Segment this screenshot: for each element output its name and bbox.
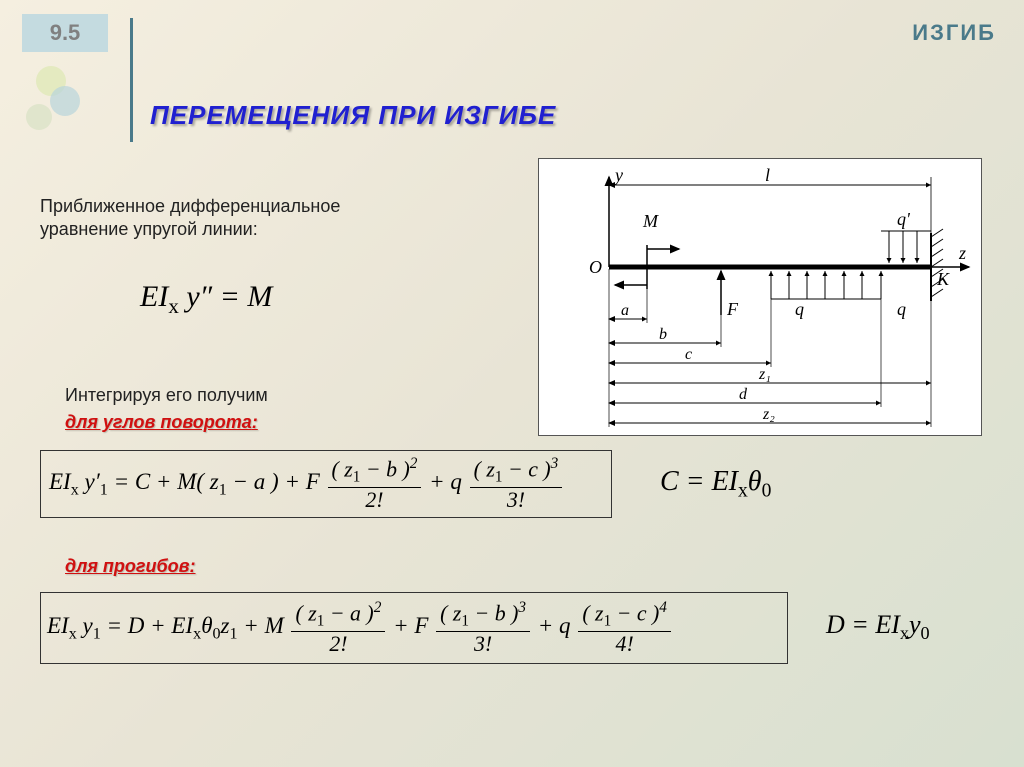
main-equation: EIx y″ = M [140, 280, 272, 319]
beam-diagram: y z O К M F q q [538, 158, 982, 436]
header-category: ИЗГИБ [912, 20, 996, 46]
rotation-equation: EIx y′1 = C + M( z1 − a ) + F ( z1 − b )… [49, 455, 564, 513]
force-label: F [726, 299, 739, 319]
intro-line: уравнение упругой линии: [40, 218, 340, 241]
beam-svg: y z O К M F q q [539, 159, 983, 437]
b-label: b [659, 326, 667, 343]
constant-c-equation: C = EIxθ0 [660, 466, 771, 503]
y-axis-label: y [613, 165, 623, 185]
z-axis-label: z [958, 243, 966, 263]
l-label: l [765, 165, 770, 185]
rotation-equation-box: EIx y′1 = C + M( z1 − a ) + F ( z1 − b )… [40, 450, 612, 518]
origin-label: O [589, 257, 602, 277]
slide-title: ПЕРЕМЕЩЕНИЯ ПРИ ИЗГИБЕ [150, 100, 556, 131]
constant-d-equation: D = EIxy0 [826, 610, 930, 644]
rotation-label: для углов поворота: [65, 412, 258, 433]
c-label: c [685, 346, 692, 363]
vertical-divider [130, 18, 133, 142]
z1-label: z₁ [758, 366, 771, 383]
deflection-label: для прогибов: [65, 556, 196, 577]
q-label: q [795, 299, 804, 319]
integrate-text: Интегрируя его получим [65, 385, 268, 406]
dot-decoration [26, 104, 52, 130]
d-label: d [739, 386, 748, 403]
q-prime-label: q' [897, 209, 911, 229]
deflection-equation: EIx y1 = D + EIxθ0z1 + M ( z1 − a )22! +… [47, 599, 673, 657]
z2-label: z₂ [762, 406, 775, 423]
a-label: a [621, 302, 629, 319]
dot-decoration [50, 86, 80, 116]
q-label2: q [897, 299, 906, 319]
deflection-equation-box: EIx y1 = D + EIxθ0z1 + M ( z1 − a )22! +… [40, 592, 788, 664]
section-number-badge: 9.5 [22, 14, 108, 52]
intro-text: Приближенное дифференциальное уравнение … [40, 195, 340, 242]
intro-line: Приближенное дифференциальное [40, 195, 340, 218]
moment-label: M [642, 211, 659, 231]
